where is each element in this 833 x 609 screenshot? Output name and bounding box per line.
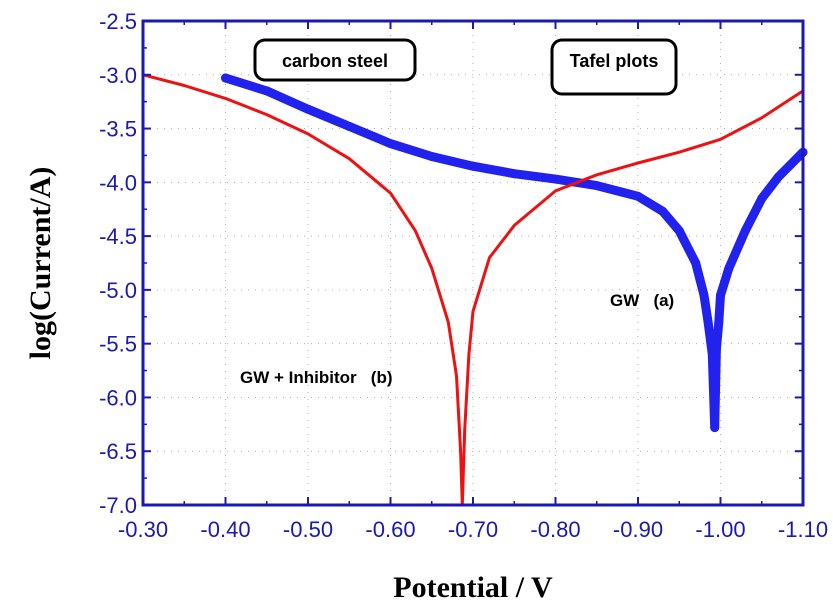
box-tafel-plots-text: Tafel plots — [570, 51, 659, 71]
x-tick-label: -0.30 — [118, 517, 168, 542]
series-a-point — [757, 194, 767, 203]
tick-labels: -0.30 -0.40 -0.50 -0.60 -0.70 -0.80 -0.90 -1.00… — [99, 9, 828, 542]
x-tick-label: -0.50 — [283, 517, 333, 542]
box-carbon-steel-text: carbon steel — [282, 51, 388, 71]
series-a-point — [691, 258, 701, 268]
series-a-point — [509, 169, 519, 179]
series-a-point — [674, 226, 684, 236]
annotation-gw-inhibitor-b: GW + Inhibitor (b) — [240, 368, 393, 387]
plot-frame — [141, 19, 805, 507]
x-tick-label: -0.80 — [530, 517, 580, 542]
series-a-point — [592, 181, 602, 191]
series-a-point — [711, 344, 721, 354]
series-a-point — [710, 423, 720, 433]
series-a-point — [427, 152, 437, 161]
y-tick-label: -3.5 — [99, 117, 137, 142]
series-a-point — [221, 73, 230, 83]
ticks — [142, 20, 804, 506]
series-a-point — [714, 317, 724, 327]
y-axis-title: log(Current/A) — [24, 167, 57, 360]
x-tick-label: -0.70 — [448, 517, 498, 542]
series-a-point — [551, 174, 560, 184]
y-tick-label: -4.0 — [99, 170, 137, 195]
box-carbon-steel: carbon steel — [253, 38, 417, 82]
series-a-point — [468, 161, 478, 171]
x-tick-label: -1.00 — [695, 517, 745, 542]
series-a-point — [740, 226, 750, 236]
x-tick-label: -0.60 — [365, 517, 415, 542]
y-tick-label: -5.5 — [99, 332, 137, 357]
y-tick-label: -5.0 — [99, 278, 137, 303]
series-a-point — [773, 172, 783, 182]
x-axis-title: Potential / V — [393, 571, 553, 604]
series-a-point — [633, 191, 643, 201]
y-tick-label: -6.0 — [99, 385, 137, 410]
x-tick-label: -0.90 — [613, 517, 663, 542]
series-a-point — [386, 139, 395, 149]
series-a-point — [262, 86, 272, 96]
series-a-point — [344, 121, 354, 131]
x-tick-label: -1.10 — [778, 517, 828, 542]
x-tick-label: -0.40 — [200, 517, 250, 542]
y-tick-label: -4.5 — [99, 224, 137, 249]
series-a-point — [658, 206, 668, 216]
y-tick-label: -7.0 — [99, 493, 137, 518]
series-a-point — [303, 104, 313, 114]
box-tafel-plots: Tafel plots — [550, 38, 678, 96]
grid — [143, 21, 803, 505]
y-tick-label: -3.0 — [99, 63, 137, 88]
series-layer — [142, 73, 808, 507]
series-a-point — [724, 263, 734, 273]
y-tick-label: -6.5 — [99, 439, 137, 464]
y-tick-label: -2.5 — [99, 9, 137, 34]
series-a-point — [699, 290, 709, 300]
series-a-point — [716, 290, 725, 300]
annotation-gw-a: GW (a) — [610, 291, 674, 310]
series-a-trace — [221, 73, 808, 433]
series-a-point — [703, 317, 713, 327]
